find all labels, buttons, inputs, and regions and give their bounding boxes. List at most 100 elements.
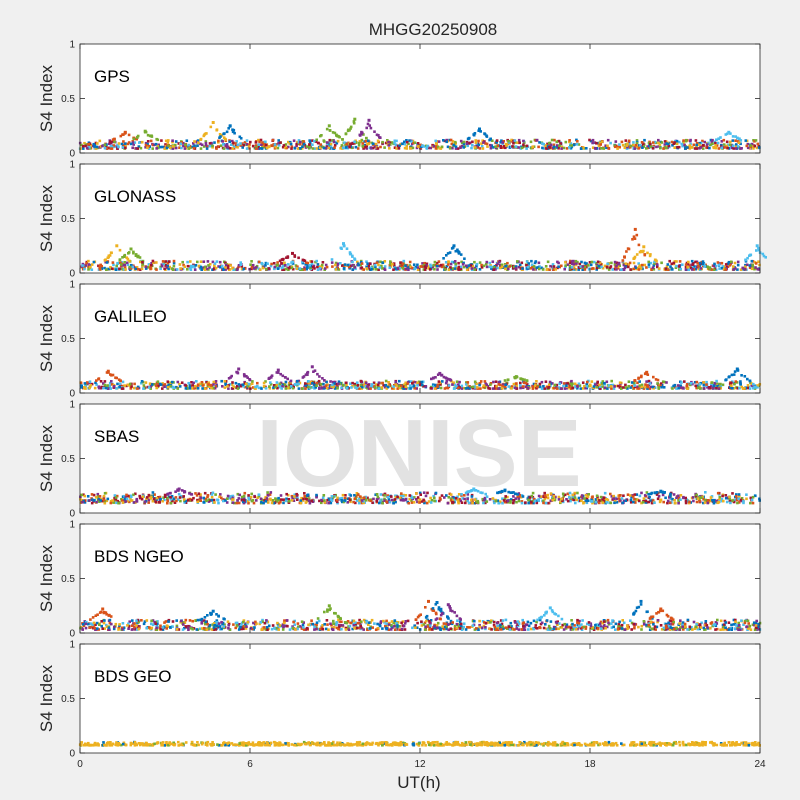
data-point [264, 500, 268, 503]
data-point [710, 381, 714, 384]
data-point [640, 491, 643, 495]
data-point [161, 260, 165, 263]
data-point [226, 266, 230, 270]
data-point [313, 139, 316, 143]
data-point [172, 268, 175, 271]
data-point [413, 496, 416, 499]
data-point [676, 146, 679, 149]
data-point [362, 147, 365, 150]
data-point [319, 383, 323, 386]
data-point [132, 386, 136, 390]
data-point [460, 384, 464, 388]
data-point [649, 142, 652, 146]
data-point [609, 385, 613, 388]
data-point [219, 265, 222, 269]
data-point [569, 382, 572, 385]
data-point [451, 500, 454, 504]
data-point [227, 377, 231, 380]
data-point [490, 144, 494, 147]
data-point [110, 145, 114, 149]
data-point [740, 497, 744, 500]
data-point [275, 371, 279, 374]
data-point [102, 382, 105, 385]
data-point [471, 385, 475, 389]
data-point [638, 250, 642, 254]
data-point [369, 126, 373, 130]
data-point [522, 139, 525, 143]
data-point [318, 375, 321, 378]
data-point [615, 268, 618, 271]
data-point [591, 146, 595, 149]
data-point [432, 384, 436, 388]
data-point [118, 267, 121, 271]
data-point [701, 262, 705, 266]
data-point [638, 384, 642, 387]
data-point [236, 499, 239, 502]
data-point [214, 380, 218, 383]
data-point [99, 380, 103, 383]
data-point [302, 142, 306, 146]
data-point [137, 145, 141, 148]
data-point [728, 495, 731, 499]
data-point [144, 381, 148, 384]
data-point [318, 265, 322, 268]
data-point [221, 385, 224, 388]
data-point [296, 379, 299, 383]
data-point [268, 387, 272, 390]
data-point [340, 247, 343, 250]
data-point [159, 265, 162, 269]
data-point [171, 140, 174, 144]
data-point [134, 501, 137, 504]
data-point [394, 382, 397, 385]
data-point [553, 138, 556, 142]
data-point [549, 499, 553, 503]
data-point [445, 264, 449, 268]
data-point [529, 140, 533, 144]
data-point [695, 143, 698, 147]
data-point [478, 383, 481, 387]
data-point [317, 379, 321, 383]
data-point [217, 141, 220, 144]
data-point [297, 139, 301, 142]
data-point [677, 498, 680, 502]
data-point [761, 252, 765, 256]
data-point [427, 500, 431, 503]
data-point [627, 385, 630, 388]
data-point [482, 141, 485, 144]
data-point [609, 141, 612, 145]
data-point [237, 497, 241, 500]
data-point [365, 136, 368, 140]
data-point [193, 268, 197, 271]
data-point [352, 121, 356, 125]
data-point [601, 385, 604, 388]
data-point [732, 500, 736, 504]
data-point [405, 144, 408, 148]
data-point [755, 146, 759, 150]
data-point [423, 268, 427, 271]
data-point [456, 498, 459, 502]
data-point [586, 380, 589, 384]
data-point [336, 134, 340, 138]
data-point [754, 262, 758, 265]
data-point [618, 143, 621, 146]
data-point [178, 382, 181, 386]
data-point [446, 386, 450, 390]
data-point [216, 145, 220, 148]
data-point [670, 262, 674, 266]
data-point [149, 267, 152, 271]
data-point [359, 263, 362, 267]
data-point [228, 140, 231, 143]
data-point [299, 147, 302, 150]
data-point [568, 146, 571, 149]
data-point [365, 144, 368, 148]
data-point [263, 499, 266, 502]
data-point [691, 496, 695, 499]
data-point [678, 260, 682, 263]
data-point [303, 494, 306, 498]
data-point [354, 267, 357, 271]
data-point [264, 140, 267, 144]
data-point [520, 377, 523, 381]
data-point [229, 376, 232, 379]
data-point [648, 495, 651, 499]
data-point [603, 381, 606, 385]
